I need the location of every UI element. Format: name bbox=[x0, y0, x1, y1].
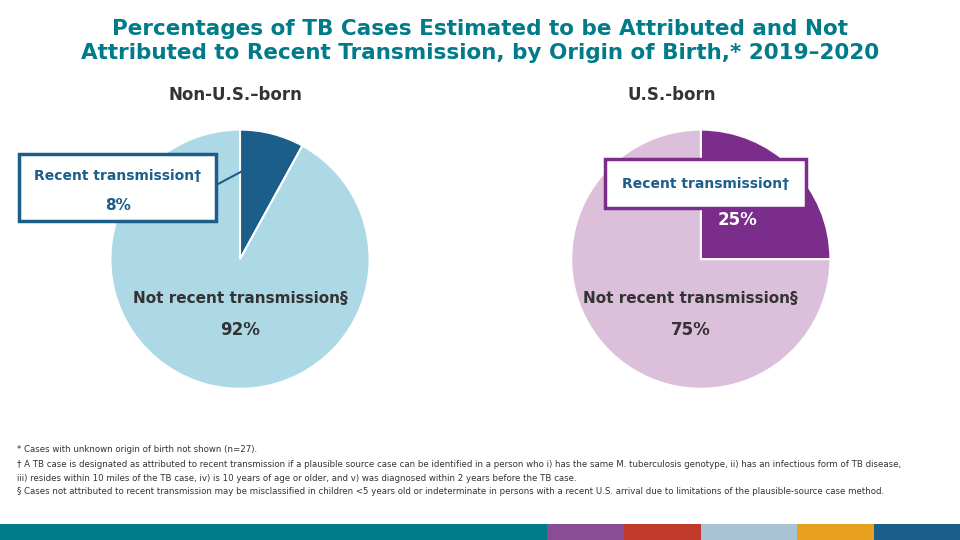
Text: 92%: 92% bbox=[220, 321, 260, 340]
Wedge shape bbox=[701, 130, 830, 259]
Text: Attributed to Recent Transmission, by Origin of Birth,* 2019–2020: Attributed to Recent Transmission, by Or… bbox=[81, 43, 879, 63]
Text: Recent transmission†: Recent transmission† bbox=[35, 170, 201, 184]
Bar bbox=[547, 524, 624, 540]
Text: Percentages of TB Cases Estimated to be Attributed and Not: Percentages of TB Cases Estimated to be … bbox=[112, 19, 848, 39]
Text: iii) resides within 10 miles of the TB case, iv) is 10 years of age or older, an: iii) resides within 10 miles of the TB c… bbox=[17, 474, 577, 483]
Bar bbox=[797, 524, 874, 540]
Text: * Cases with unknown origin of birth not shown (n=27).: * Cases with unknown origin of birth not… bbox=[17, 446, 257, 455]
Text: § Cases not attributed to recent transmission may be misclassified in children <: § Cases not attributed to recent transmi… bbox=[17, 487, 884, 496]
Text: 8%: 8% bbox=[105, 198, 131, 213]
Bar bbox=[0, 524, 547, 540]
Bar bbox=[701, 524, 797, 540]
Text: U.S.-born: U.S.-born bbox=[628, 86, 716, 104]
Text: 25%: 25% bbox=[717, 211, 757, 230]
Text: Not recent transmission§: Not recent transmission§ bbox=[132, 291, 348, 306]
Text: Not recent transmission§: Not recent transmission§ bbox=[583, 291, 798, 306]
Text: † A TB case is designated as attributed to recent transmission if a plausible so: † A TB case is designated as attributed … bbox=[17, 460, 901, 469]
Bar bbox=[874, 524, 960, 540]
Wedge shape bbox=[571, 130, 830, 389]
Wedge shape bbox=[240, 130, 302, 259]
Bar bbox=[624, 524, 701, 540]
Text: Recent transmission†: Recent transmission† bbox=[622, 177, 789, 191]
Wedge shape bbox=[110, 130, 370, 389]
Text: 75%: 75% bbox=[670, 321, 710, 340]
Text: Non-U.S.–born: Non-U.S.–born bbox=[168, 86, 302, 104]
